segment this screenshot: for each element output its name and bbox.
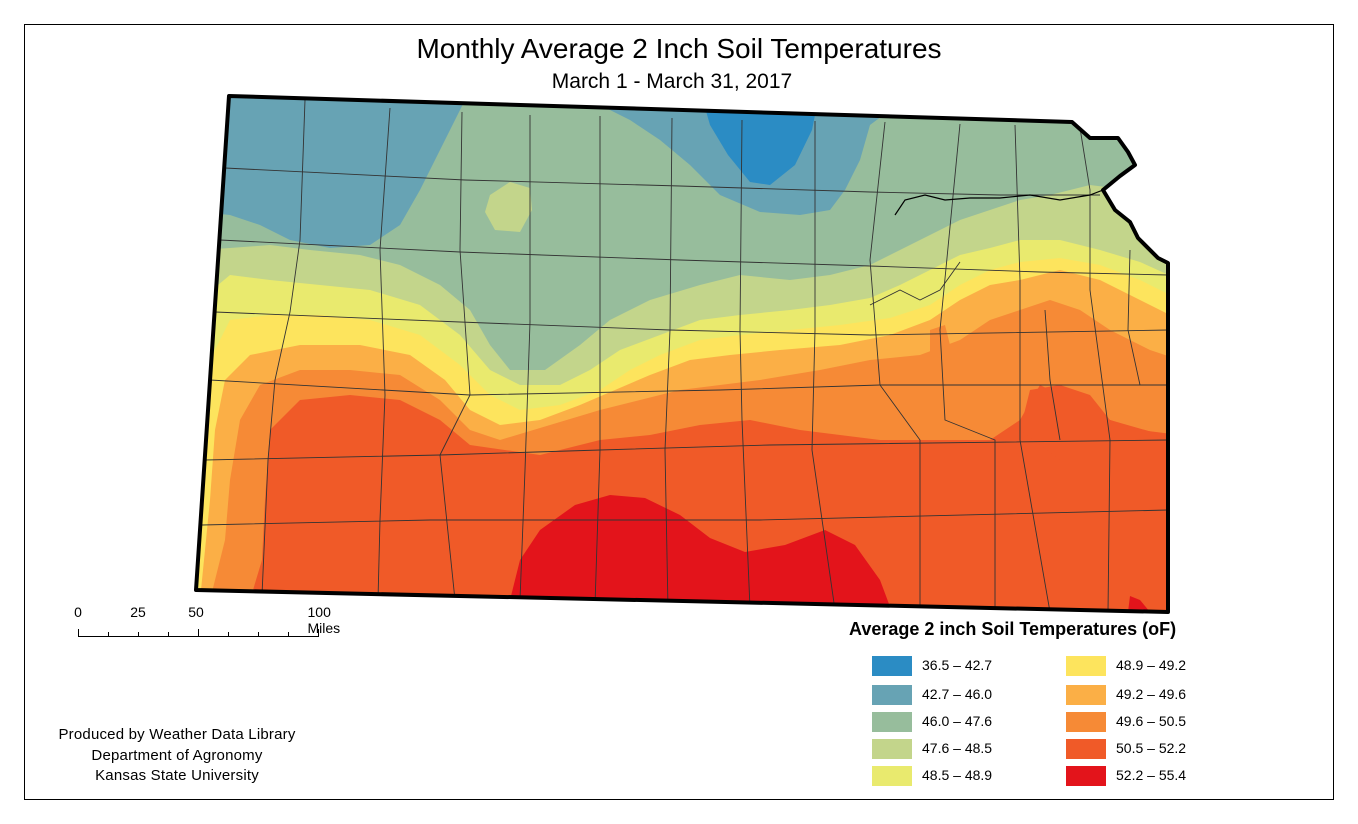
legend-swatch [1066, 685, 1106, 705]
map-frame [24, 24, 1334, 800]
legend-label: 48.5 – 48.9 [922, 767, 993, 783]
credits: Produced by Weather Data Library Departm… [36, 725, 318, 787]
map-subtitle: March 1 - March 31, 2017 [551, 70, 793, 93]
zone-52-2-55-4-southeast-patch [1128, 596, 1150, 612]
zone-50-5-52-2-east [1020, 385, 1168, 470]
legend-label: 42.7 – 46.0 [922, 686, 993, 702]
scale-tick [318, 629, 319, 637]
scale-tick [168, 632, 169, 637]
scale-label-25: 25 [130, 604, 146, 620]
legend-title: Average 2 inch Soil Temperatures (oF) [849, 619, 1177, 639]
kansas-state-outline [194, 94, 1170, 614]
legend-label: 46.0 – 47.6 [922, 713, 993, 729]
scale-tick [288, 632, 289, 637]
scale-tick [198, 629, 199, 637]
legend-label: 36.5 – 42.7 [922, 657, 993, 673]
zone-49-6-50-5-east-patch [930, 325, 950, 380]
zone-47-6-48-5-island [485, 182, 532, 232]
county-boundaries [201, 99, 1168, 612]
scale-tick [78, 629, 79, 637]
legend-swatch [872, 685, 912, 705]
zone-42-7-46-0-northwest [196, 96, 470, 248]
temperature-zones [196, 96, 1168, 612]
legend-label: 49.6 – 50.5 [1116, 713, 1187, 729]
scale-label-100-miles: 100 Miles [307, 604, 341, 636]
credits-line-2: Department of Agronomy [91, 746, 263, 764]
legend-label: 48.9 – 49.2 [1116, 657, 1187, 673]
legend-swatch [872, 739, 912, 759]
scale-tick [108, 632, 109, 637]
scale-tick [258, 632, 259, 637]
legend-swatch [1066, 739, 1106, 759]
legend-swatch [872, 766, 912, 786]
legend-swatch [1066, 656, 1106, 676]
legend-swatch [872, 656, 912, 676]
scale-tick [228, 632, 229, 637]
legend-label: 47.6 – 48.5 [922, 740, 993, 756]
credits-line-3: Kansas State University [95, 767, 259, 784]
map-title: Monthly Average 2 Inch Soil Temperatures [416, 33, 942, 64]
legend-label: 49.2 – 49.6 [1116, 686, 1187, 702]
legend-swatch [1066, 766, 1106, 786]
zone-52-2-55-4 [505, 495, 895, 612]
legend-label: 50.5 – 52.2 [1116, 740, 1187, 756]
scale-label-0: 0 [74, 604, 82, 620]
legend-swatch [1066, 712, 1106, 732]
legend-swatch [872, 712, 912, 732]
kansas-river [894, 189, 1104, 216]
legend-label: 52.2 – 55.4 [1116, 767, 1187, 783]
credits-line-1: Produced by Weather Data Library [58, 726, 296, 743]
scale-tick [138, 632, 139, 637]
scale-label-50: 50 [188, 604, 204, 620]
scale-bar: 0 25 50 100 Miles [70, 604, 390, 644]
